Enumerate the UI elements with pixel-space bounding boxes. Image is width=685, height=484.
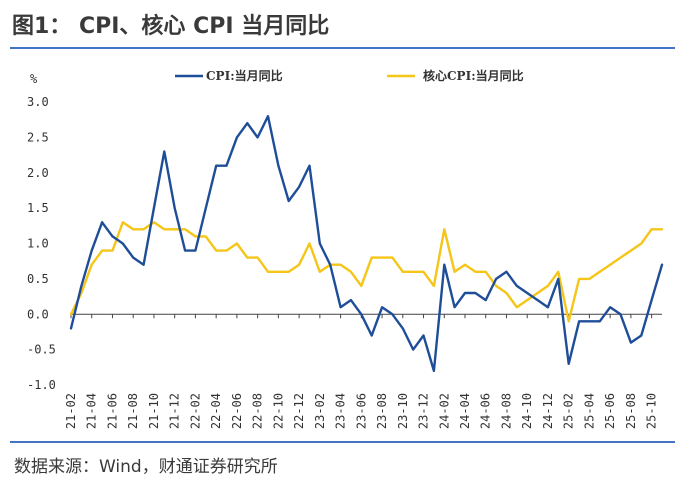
title-divider bbox=[10, 47, 675, 49]
x-tick-label: 24-10 bbox=[520, 393, 534, 429]
y-tick-label: -0.5 bbox=[27, 343, 56, 357]
y-axis-unit-label: % bbox=[30, 72, 38, 86]
x-tick-label: 25-10 bbox=[645, 393, 659, 429]
y-tick-label: 1.5 bbox=[27, 201, 49, 215]
x-tick-label: 21-10 bbox=[147, 393, 161, 429]
x-tick-label: 22-06 bbox=[230, 393, 244, 429]
x-tick-label: 25-04 bbox=[582, 393, 596, 429]
legend-label-core-cpi: 核心CPI:当月同比 bbox=[423, 68, 524, 83]
x-tick-label: 25-06 bbox=[603, 393, 617, 429]
x-tick-label: 21-02 bbox=[64, 393, 78, 429]
y-tick-label: 0.0 bbox=[27, 307, 49, 321]
x-tick-label: 22-04 bbox=[209, 393, 223, 429]
x-tick-label: 22-08 bbox=[251, 393, 265, 429]
x-tick-label: 21-12 bbox=[168, 393, 182, 429]
line-chart: % 3.0 2.5 2.0 1.5 1.0 0.5 0.0 -0.5 -1.0 21-02 21-04… bbox=[27, 68, 664, 429]
y-tick-label: 1.0 bbox=[27, 237, 49, 251]
x-tick-label: 25-08 bbox=[624, 393, 638, 429]
x-tick-label: 23-12 bbox=[417, 393, 431, 429]
y-tick-label: 2.0 bbox=[27, 166, 49, 180]
x-tick-label: 22-02 bbox=[188, 393, 202, 429]
x-tick-label: 24-08 bbox=[499, 393, 513, 429]
legend-label-cpi: CPI:当月同比 bbox=[206, 68, 283, 83]
x-tick-label: 23-02 bbox=[313, 393, 327, 429]
x-tick-label: 25-02 bbox=[562, 393, 576, 429]
x-tick-label: 22-12 bbox=[292, 393, 306, 429]
x-tick-label: 23-10 bbox=[396, 393, 410, 429]
y-tick-label: 3.0 bbox=[27, 95, 49, 109]
y-tick-label: 0.5 bbox=[27, 272, 49, 286]
source-divider bbox=[10, 441, 675, 443]
y-tick-label: -1.0 bbox=[27, 378, 56, 392]
x-tick-label: 21-04 bbox=[85, 393, 99, 429]
x-tick-label: 23-04 bbox=[334, 393, 348, 429]
x-tick-label: 21-08 bbox=[126, 393, 140, 429]
cpi-series-line bbox=[69, 114, 664, 373]
x-tick-label: 21-06 bbox=[105, 393, 119, 429]
x-tick-label: 24-12 bbox=[541, 393, 555, 429]
x-tick-label: 24-06 bbox=[479, 393, 493, 429]
source-note: 数据来源：Wind，财通证券研究所 bbox=[14, 457, 278, 477]
x-tick-label: 24-02 bbox=[437, 393, 451, 429]
x-tick-label: 23-06 bbox=[354, 393, 368, 429]
x-tick-label: 22-10 bbox=[271, 393, 285, 429]
chart-title: 图1： CPI、核心 CPI 当月同比 bbox=[12, 14, 330, 39]
core-cpi-series-line bbox=[69, 221, 664, 323]
x-tick-label: 24-04 bbox=[458, 393, 472, 429]
x-tick-label: 23-08 bbox=[375, 393, 389, 429]
y-tick-label: 2.5 bbox=[27, 130, 49, 144]
